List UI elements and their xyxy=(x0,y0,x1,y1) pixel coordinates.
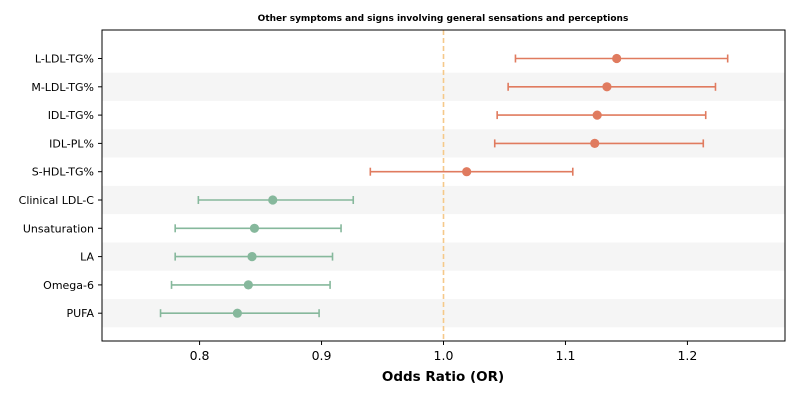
x-tick-label: 1.2 xyxy=(677,348,697,363)
point-estimate xyxy=(249,223,260,233)
point-estimate xyxy=(247,252,257,262)
estimate-row xyxy=(493,138,705,148)
point-estimate xyxy=(612,53,622,64)
point-estimate xyxy=(232,308,242,318)
plot-frame xyxy=(101,29,786,342)
y-tick-label: Unsaturation xyxy=(23,222,94,235)
y-tick-label: IDL-PL% xyxy=(49,137,94,150)
data-marks xyxy=(159,53,729,318)
point-estimate xyxy=(592,110,602,120)
y-tick-label: LA xyxy=(80,251,94,264)
estimate-row xyxy=(159,308,320,318)
y-tick-label: Clinical LDL-C xyxy=(19,194,95,207)
x-tick-label: 1.1 xyxy=(556,348,576,363)
point-estimate xyxy=(590,138,600,148)
estimate-row xyxy=(514,53,729,64)
point-estimate xyxy=(243,280,253,290)
estimate-row xyxy=(197,195,355,205)
y-tick-label: L-LDL-TG% xyxy=(35,53,94,66)
chart-title: Other symptoms and signs involving gener… xyxy=(258,14,629,24)
estimate-row xyxy=(170,280,331,290)
y-tick-labels: L-LDL-TG% M-LDL-TG% IDL-TG% IDL-PL% S-HDL-TG… xyxy=(19,53,102,320)
point-estimate xyxy=(268,195,278,205)
y-tick-label: S-HDL-TG% xyxy=(32,166,94,179)
point-estimate xyxy=(462,167,472,177)
y-tick-label: IDL-TG% xyxy=(48,109,94,122)
y-tick-label: M-LDL-TG% xyxy=(31,81,94,94)
y-tick-label: PUFA xyxy=(66,307,94,320)
x-tick-label: 0.8 xyxy=(190,348,210,363)
x-tick-label: 1.0 xyxy=(434,348,454,363)
point-estimate xyxy=(602,82,612,92)
y-tick-label: Omega-6 xyxy=(43,279,94,292)
estimate-row xyxy=(369,167,574,177)
estimate-row xyxy=(174,252,334,262)
estimate-row xyxy=(496,110,707,120)
estimate-row xyxy=(507,82,717,92)
x-ticks: 0.8 0.9 1.0 1.1 1.2 xyxy=(190,341,697,363)
estimate-row xyxy=(174,223,342,233)
x-axis-label: Odds Ratio (OR) xyxy=(382,369,504,385)
x-tick-label: 0.9 xyxy=(312,348,332,363)
